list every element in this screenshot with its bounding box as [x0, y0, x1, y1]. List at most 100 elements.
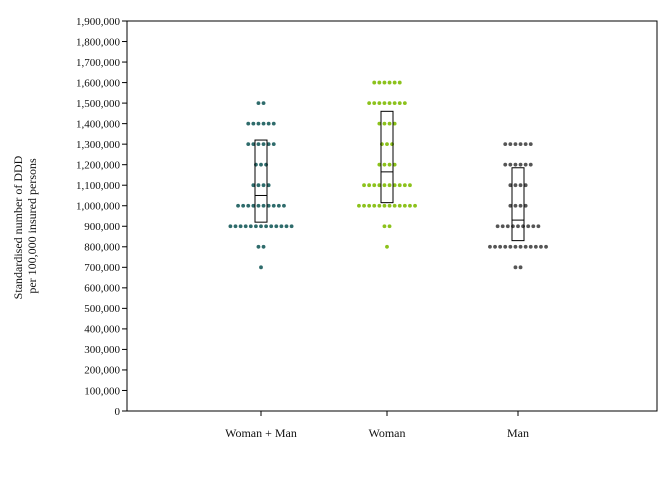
data-point: [248, 224, 253, 229]
data-point: [261, 142, 266, 147]
data-point: [266, 142, 271, 147]
data-point: [382, 183, 387, 188]
data-point: [256, 203, 261, 208]
data-point: [289, 224, 294, 229]
data-point: [256, 183, 261, 188]
data-point: [544, 244, 548, 249]
y-tick-label: 1,100,000: [76, 180, 121, 192]
data-point: [513, 244, 518, 249]
data-point: [518, 203, 523, 208]
y-tick-label: 1,300,000: [76, 139, 121, 151]
data-point: [397, 80, 402, 85]
data-point: [516, 224, 520, 229]
data-point: [282, 203, 286, 208]
data-point: [236, 203, 240, 208]
data-point: [377, 101, 382, 106]
data-point: [493, 244, 497, 249]
data-point: [274, 224, 279, 229]
data-point: [266, 183, 271, 188]
data-point: [523, 203, 528, 208]
data-point: [392, 162, 397, 167]
data-point: [279, 224, 284, 229]
data-point: [261, 101, 266, 106]
data-point: [531, 224, 536, 229]
data-point: [276, 203, 281, 208]
data-point: [518, 244, 523, 249]
y-axis-label: Standardised number of DDD per 100,000 i…: [11, 153, 39, 300]
data-point: [385, 142, 389, 147]
data-point: [408, 203, 412, 208]
data-point: [387, 101, 392, 106]
data-point: [503, 162, 508, 167]
y-tick-label: 1,500,000: [76, 98, 121, 110]
y-tick-label: 100,000: [84, 385, 120, 397]
data-point: [518, 142, 523, 147]
data-point: [505, 224, 510, 229]
data-point: [377, 80, 382, 85]
y-tick-label: 1,000,000: [76, 201, 121, 213]
data-point: [256, 244, 261, 249]
data-point: [362, 183, 366, 188]
data-point: [518, 183, 523, 188]
data-point: [264, 224, 268, 229]
data-point: [261, 203, 266, 208]
data-point: [523, 162, 528, 167]
y-axis-label-line-1: Standardised number of DDD: [11, 155, 25, 299]
data-point: [508, 183, 513, 188]
y-tick-label: 200,000: [84, 365, 120, 377]
y-tick-label: 300,000: [84, 344, 120, 356]
data-point: [392, 80, 397, 85]
data-point: [266, 121, 271, 126]
data-point: [413, 203, 417, 208]
data-point: [362, 203, 366, 208]
data-point: [402, 183, 407, 188]
data-point: [259, 162, 263, 167]
data-point: [508, 203, 513, 208]
data-point: [382, 121, 387, 126]
data-point: [233, 224, 238, 229]
data-point: [382, 224, 387, 229]
data-point: [392, 203, 397, 208]
data-point: [528, 142, 533, 147]
data-point: [246, 203, 251, 208]
data-point: [528, 162, 533, 167]
data-point: [377, 121, 382, 126]
data-point: [251, 121, 256, 126]
data-point: [402, 203, 407, 208]
data-point: [238, 224, 243, 229]
data-point: [387, 162, 392, 167]
data-point: [387, 224, 392, 229]
data-point: [367, 203, 372, 208]
y-axis-label-line-2: per 100,000 insured persons: [25, 158, 39, 294]
data-point: [254, 224, 258, 229]
data-point: [241, 203, 246, 208]
data-point: [397, 183, 402, 188]
data-point: [397, 203, 402, 208]
y-tick-label: 1,600,000: [76, 77, 121, 89]
data-point: [503, 244, 508, 249]
series-group: [488, 142, 548, 270]
data-point: [382, 162, 387, 167]
data-point: [269, 224, 274, 229]
data-point: [523, 142, 528, 147]
y-tick-label: 600,000: [84, 283, 120, 295]
data-point: [382, 203, 387, 208]
data-point: [377, 162, 382, 167]
data-point: [495, 224, 500, 229]
data-point: [539, 244, 543, 249]
data-point: [526, 224, 531, 229]
x-axis: Woman + Man Woman Man: [225, 411, 529, 440]
y-tick-label: 1,200,000: [76, 159, 121, 171]
data-point: [266, 203, 271, 208]
data-point: [500, 224, 505, 229]
data-point: [518, 265, 523, 270]
y-tick-label: 0: [115, 406, 121, 418]
data-point: [372, 101, 377, 106]
x-category-label: Woman + Man: [225, 426, 297, 440]
data-point: [513, 142, 518, 147]
interquartile-box: [511, 167, 525, 242]
data-point: [528, 244, 533, 249]
series-group: [228, 101, 294, 270]
data-point: [367, 183, 372, 188]
